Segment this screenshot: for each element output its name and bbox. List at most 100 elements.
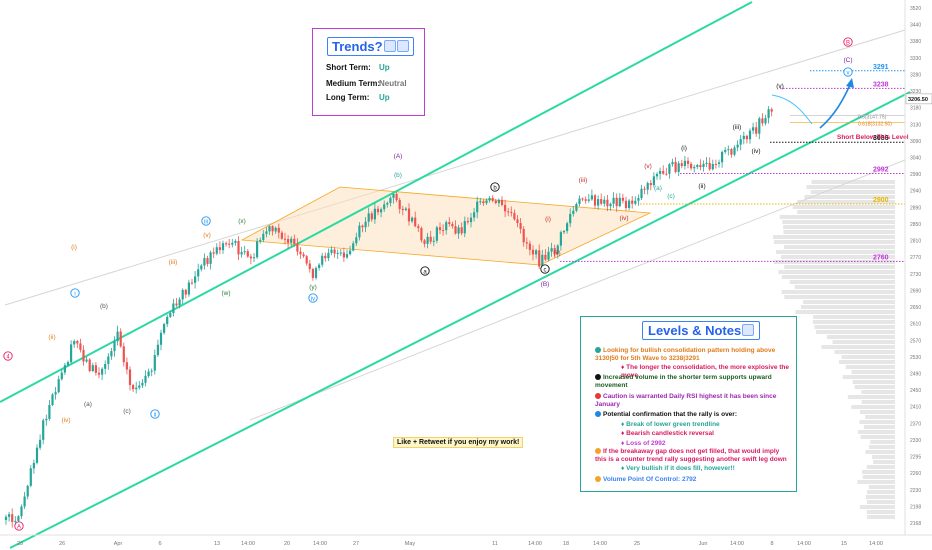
- candle-body: [401, 208, 404, 211]
- y-tick-label: 2890: [910, 205, 921, 211]
- candle-body: [60, 372, 63, 380]
- note-item: Looking for bullish consolidation patter…: [595, 347, 792, 362]
- candle-body: [513, 212, 516, 220]
- y-tick-label: 2810: [910, 239, 921, 245]
- wave-label-circle: [308, 293, 318, 303]
- candle-body: [476, 201, 479, 213]
- candle-body: [271, 226, 274, 232]
- candle-body: [606, 199, 609, 207]
- candle-body: [187, 282, 190, 295]
- candle-body: [528, 243, 531, 250]
- candle-body: [404, 208, 407, 211]
- x-tick-label: 18: [563, 541, 569, 547]
- candle-body: [107, 356, 110, 364]
- fib-label: 0.618(3132.50): [858, 121, 892, 127]
- candle-body: [225, 243, 228, 245]
- projection-path: [771, 94, 813, 125]
- note-item: ♦ The longer the consolidation, the more…: [621, 364, 789, 379]
- note-bullet-icon: [595, 374, 601, 380]
- volume-profile-bar: [867, 515, 895, 519]
- candle-body: [699, 165, 702, 167]
- candle-body: [547, 251, 550, 260]
- candle-body: [327, 252, 330, 259]
- candle-body: [587, 199, 590, 201]
- candle-body: [97, 372, 101, 375]
- candle-body: [615, 197, 618, 207]
- wave-label: (v): [644, 163, 652, 170]
- wave-label: (w): [221, 290, 230, 297]
- candle-body: [556, 245, 559, 254]
- y-tick-label: 3440: [910, 23, 921, 29]
- candle-body: [618, 197, 621, 207]
- candle-body: [144, 376, 147, 383]
- volume-profile-bar: [866, 510, 895, 514]
- y-tick-label: 2570: [910, 338, 921, 344]
- x-tick-label: 6: [158, 541, 161, 547]
- candle-body: [274, 227, 277, 232]
- candle-body: [215, 247, 218, 254]
- volume-profile-bar: [780, 255, 895, 259]
- candle-body: [159, 332, 163, 345]
- wave-label-circle: [843, 37, 853, 47]
- volume-profile-bar: [776, 250, 895, 254]
- wave-label: (x): [238, 218, 246, 225]
- wave-label: (v): [203, 232, 211, 239]
- candle-body: [538, 250, 541, 267]
- candle-body: [544, 254, 547, 260]
- wave-label: (A): [394, 153, 403, 160]
- candle-body: [178, 299, 181, 306]
- candle-body: [370, 213, 373, 220]
- candle-body: [296, 244, 299, 252]
- y-tick-label: 3130: [910, 122, 921, 128]
- volume-profile-bar: [812, 320, 895, 324]
- chart-emoji-icon: [742, 324, 755, 336]
- x-tick-label: 23: [17, 541, 23, 547]
- last-price-tag: [905, 93, 932, 105]
- volume-profile-bar: [862, 470, 895, 474]
- candle-body: [745, 135, 748, 140]
- volume-profile-bar: [859, 410, 895, 414]
- candle-body: [212, 252, 215, 254]
- volume-profile-bar: [832, 340, 895, 344]
- candle-body: [48, 405, 51, 419]
- chart-emoji-icon: [396, 40, 409, 52]
- candle-body: [442, 230, 445, 232]
- candle-body: [702, 163, 705, 167]
- note-text: Increased volume in the shorter term sup…: [595, 374, 772, 389]
- candle-body: [572, 210, 575, 214]
- candle-body: [597, 199, 600, 206]
- candle-body: [26, 485, 29, 497]
- candle-body: [770, 109, 773, 112]
- wave-label: (c): [667, 193, 675, 200]
- x-tick-label: 14:00: [730, 541, 744, 547]
- volume-profile-bar: [854, 385, 895, 389]
- candle-body: [287, 239, 290, 243]
- diamond-bullet-icon: ♦: [621, 440, 627, 447]
- candle-body: [268, 226, 271, 232]
- candle-body: [383, 204, 386, 210]
- volume-profile-bar: [847, 395, 895, 399]
- candle-body: [66, 362, 70, 366]
- x-tick-label: May: [405, 541, 416, 547]
- candle-body: [358, 225, 361, 238]
- wave-label: (C): [843, 57, 852, 64]
- candle-body: [94, 365, 97, 373]
- wave-label-circle: [490, 182, 500, 192]
- candle-body: [562, 231, 566, 233]
- candle-body: [243, 251, 246, 253]
- candle-body: [761, 118, 764, 124]
- volume-profile-bar: [868, 485, 895, 489]
- candle-body: [752, 127, 755, 131]
- x-tick-label: 14:00: [869, 541, 883, 547]
- diamond-bullet-icon: ♦: [621, 421, 627, 428]
- volume-profile-bar: [859, 420, 895, 424]
- wave-label: (c): [123, 408, 131, 415]
- wave-label: (i): [71, 244, 77, 251]
- x-tick-label: 13: [214, 541, 220, 547]
- candle-body: [714, 163, 717, 165]
- volume-profile-bar: [859, 505, 895, 509]
- price-level-label: 3086: [873, 135, 889, 142]
- wave-label-circle: [540, 264, 550, 274]
- projection-arrow-head: [846, 78, 854, 88]
- y-tick-label: 2370: [910, 421, 921, 427]
